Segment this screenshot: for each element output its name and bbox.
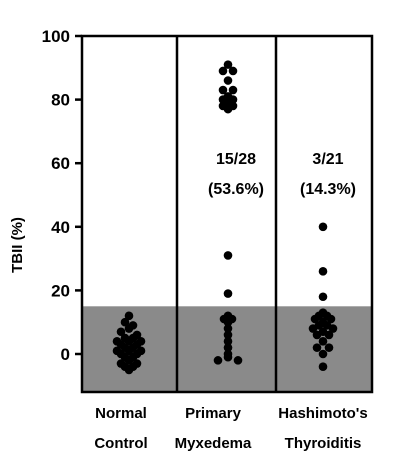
data-point <box>324 330 334 340</box>
data-point <box>318 362 328 372</box>
annotation-percent: (53.6%) <box>208 181 264 198</box>
category-labels: Normal Control Primary Myxedema Hashimoto's T… <box>94 405 367 452</box>
y-tick-label: 40 <box>51 218 70 237</box>
data-points <box>112 60 338 375</box>
data-point <box>223 104 233 114</box>
data-point <box>124 346 134 356</box>
y-tick-label: 60 <box>51 154 70 173</box>
data-point <box>223 289 233 298</box>
data-point <box>218 85 228 95</box>
data-point <box>223 60 233 69</box>
data-point <box>213 356 223 365</box>
data-point <box>223 95 233 104</box>
data-point <box>228 66 238 76</box>
data-point <box>124 336 134 346</box>
category-label-line1: Primary <box>185 405 242 422</box>
data-point <box>318 267 328 276</box>
data-point <box>124 356 134 365</box>
y-axis-ticks: 0 20 40 60 80 100 <box>42 27 82 364</box>
category-label-line1: Normal <box>95 405 147 422</box>
annotation-percent: (14.3%) <box>300 181 356 198</box>
data-point <box>326 314 336 324</box>
data-point <box>228 85 238 95</box>
data-point <box>223 352 233 362</box>
data-point <box>318 292 328 302</box>
annotations: 15/28 (53.6%) 3/21 (14.3%) <box>208 151 356 198</box>
data-point <box>223 330 233 340</box>
data-point <box>223 343 233 352</box>
data-point <box>328 324 338 333</box>
data-point <box>233 356 243 365</box>
plot-frame <box>80 34 374 394</box>
annotation-ratio: 15/28 <box>216 151 256 168</box>
y-tick-label: 80 <box>51 91 70 110</box>
data-point <box>318 222 328 232</box>
annotation-ratio: 3/21 <box>312 151 343 168</box>
data-point <box>318 336 328 346</box>
category-label-line2: Myxedema <box>175 435 252 452</box>
data-point <box>124 311 134 321</box>
data-point <box>312 330 322 340</box>
y-tick-label: 100 <box>42 27 70 46</box>
category-label-line2: Thyroiditis <box>285 435 362 452</box>
data-point <box>310 314 320 324</box>
data-point <box>223 76 233 85</box>
category-label-line2: Control <box>94 435 147 452</box>
data-point <box>124 365 134 375</box>
data-point <box>308 324 318 333</box>
data-point <box>124 324 134 333</box>
data-point <box>120 317 130 327</box>
data-point <box>116 327 126 337</box>
data-point <box>223 317 233 327</box>
data-point <box>312 343 322 352</box>
data-point <box>223 324 233 333</box>
data-point <box>318 349 328 359</box>
data-point <box>218 66 228 76</box>
data-point <box>223 336 233 346</box>
y-axis-label: TBII (%) <box>9 217 26 273</box>
y-tick-label: 20 <box>51 281 70 300</box>
data-point <box>223 251 233 260</box>
category-label-line1: Hashimoto's <box>278 405 367 422</box>
y-tick-label: 0 <box>61 345 70 364</box>
data-point <box>324 343 334 352</box>
